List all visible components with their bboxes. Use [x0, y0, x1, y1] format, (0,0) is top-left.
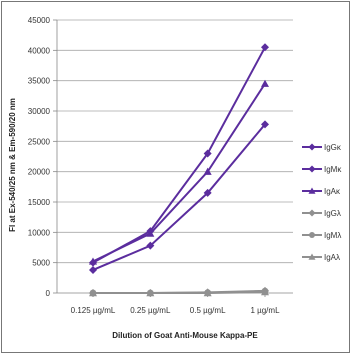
y-tick-label: 20000	[28, 168, 51, 177]
x-tick-label: 0.25 µg/mL	[130, 306, 171, 315]
data-point	[261, 288, 269, 296]
x-tick-label: 1 µg/mL	[250, 306, 280, 315]
chart-frame	[1, 1, 350, 353]
series-1	[89, 120, 269, 274]
legend-label: IgMκ	[324, 165, 342, 174]
data-point	[89, 289, 97, 297]
series-line	[93, 291, 266, 294]
y-tick-label: 10000	[28, 228, 51, 237]
y-tick-label: 0	[46, 289, 51, 298]
legend-marker	[309, 232, 315, 238]
x-tick-labels: 0.125 µg/mL 0.25 µg/mL 0.5 µg/mL 1 µg/mL	[71, 306, 280, 315]
data-point	[146, 229, 155, 237]
y-axis-label: Fl at Ex-540/25 nm & Em-590/20 nm	[8, 98, 17, 232]
legend-marker	[308, 165, 316, 173]
y-tick-label: 25000	[28, 137, 51, 146]
x-tick-label: 0.125 µg/mL	[71, 306, 116, 315]
y-tick-label: 30000	[28, 107, 51, 116]
legend-label: IgAλ	[324, 253, 340, 262]
y-tick-labels: 0 5000 10000 15000 20000 25000 30000 35000 40000…	[28, 16, 51, 298]
x-tick-label: 0.5 µg/mL	[190, 306, 226, 315]
legend-marker	[308, 143, 316, 151]
legend-label: IgGλ	[324, 209, 341, 218]
data-point	[146, 289, 155, 297]
data-point	[261, 120, 269, 129]
legend-marker	[308, 209, 316, 217]
series-line	[92, 83, 266, 263]
series-0	[89, 43, 269, 267]
data-point	[89, 265, 97, 274]
y-tick-label: 40000	[28, 46, 51, 55]
legend-label: IgGκ	[324, 143, 342, 152]
data-point	[203, 188, 212, 197]
legend-label: IgAκ	[324, 187, 341, 196]
legend-marker	[308, 187, 316, 194]
series-line	[92, 123, 266, 271]
x-axis-label: Dilution of Goat Anti-Mouse Kappa-PE	[112, 331, 258, 340]
y-tick-label: 35000	[28, 77, 51, 86]
data-point	[261, 79, 269, 87]
data-point	[203, 149, 212, 158]
y-tick-label: 45000	[28, 16, 51, 25]
y-tick-label: 15000	[28, 198, 51, 207]
data-point	[203, 167, 212, 175]
series-group	[89, 43, 269, 297]
series-5	[89, 288, 269, 297]
data-point	[89, 257, 97, 265]
data-point	[146, 241, 155, 250]
data-point	[203, 289, 212, 297]
legend-label: IgMλ	[324, 231, 341, 240]
legend-marker	[308, 253, 316, 260]
legend: IgGκ IgMκ IgAκ IgGλ IgMλ IgAλ	[302, 143, 342, 262]
series-2	[89, 79, 269, 265]
y-tick-label: 5000	[32, 259, 50, 268]
data-point	[261, 43, 269, 52]
